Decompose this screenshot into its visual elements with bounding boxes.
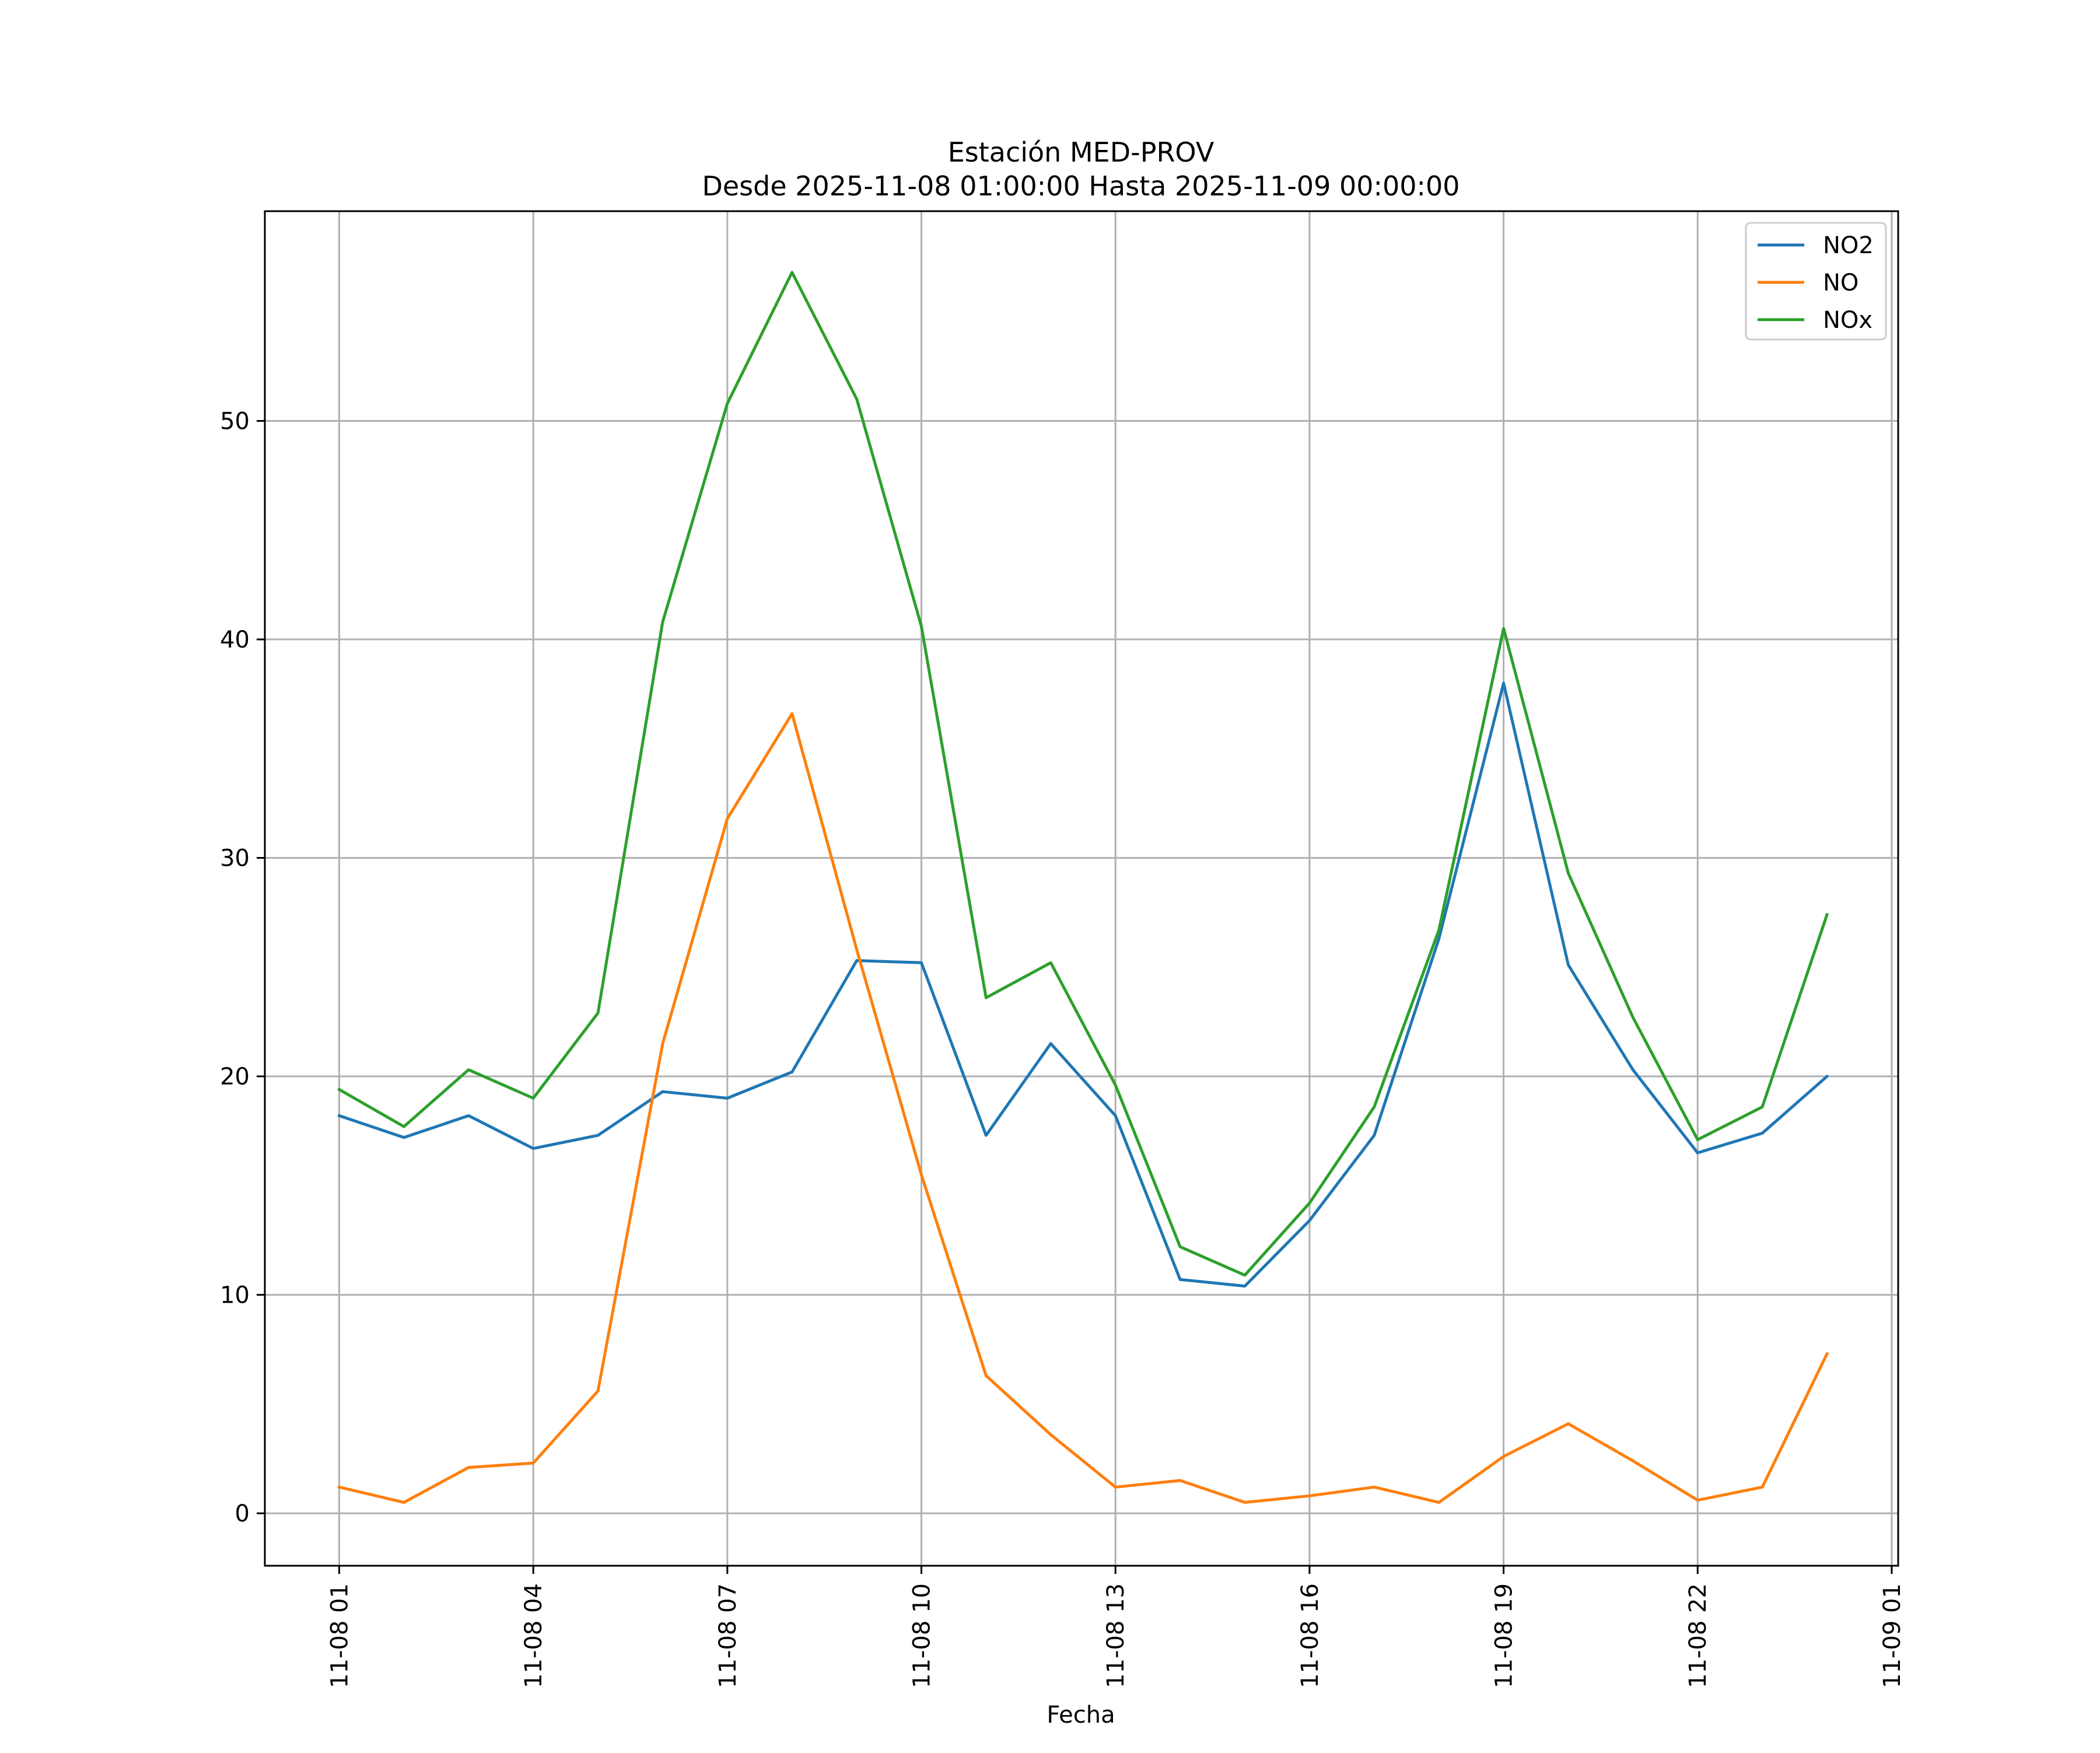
legend-items: NO2 NO NOx bbox=[1758, 232, 1874, 334]
chart-subtitle: Desde 2025-11-08 01:00:00 Hasta 2025-11-… bbox=[702, 170, 1460, 202]
x-tick-label: 11-09 01 bbox=[1879, 1583, 1906, 1688]
y-tick-label: 30 bbox=[220, 845, 250, 872]
grid-layer bbox=[265, 211, 1898, 1566]
x-tick-label: 11-08 04 bbox=[520, 1583, 547, 1688]
x-tick-label: 11-08 16 bbox=[1297, 1583, 1324, 1688]
y-tick-label: 10 bbox=[220, 1282, 250, 1309]
legend-label-no: NO bbox=[1823, 270, 1859, 296]
y-tick-label: 50 bbox=[220, 408, 250, 435]
y-axis: 0 10 20 30 40 50 bbox=[220, 408, 265, 1527]
x-tick-label: 11-08 13 bbox=[1102, 1583, 1129, 1688]
y-tick-label: 40 bbox=[220, 627, 250, 653]
y-tick-label: 20 bbox=[220, 1063, 250, 1090]
series-line-no bbox=[337, 712, 1829, 1504]
plot-frame bbox=[264, 210, 1899, 1567]
x-tick-label: 11-08 19 bbox=[1491, 1583, 1518, 1688]
series-line-no2 bbox=[337, 681, 1829, 1288]
chart-title: Estación MED-PROV bbox=[948, 137, 1214, 168]
x-tick-label: 11-08 10 bbox=[909, 1583, 936, 1688]
x-axis: 11-08 01 11-08 04 11-08 07 11-08 10 11-08 13… bbox=[327, 1566, 1906, 1688]
legend: NO2 NO NOx bbox=[1745, 222, 1887, 341]
x-tick-label: 11-08 22 bbox=[1685, 1583, 1712, 1688]
legend-box bbox=[1745, 222, 1887, 341]
legend-label-no2: NO2 bbox=[1823, 232, 1874, 259]
x-axis-label: Fecha bbox=[1046, 1702, 1115, 1728]
x-tick-label: 11-08 07 bbox=[715, 1583, 741, 1688]
x-tick-label: 11-08 01 bbox=[327, 1583, 354, 1688]
series-layer bbox=[337, 271, 1829, 1504]
series-line-nox bbox=[337, 271, 1829, 1277]
legend-label-nox: NOx bbox=[1823, 307, 1873, 334]
y-tick-label: 0 bbox=[235, 1500, 250, 1527]
